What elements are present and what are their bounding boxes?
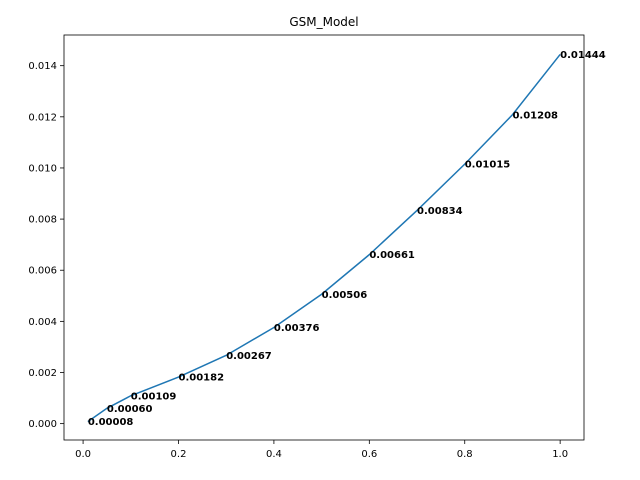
data-label: 0.00376 (274, 323, 320, 334)
x-tick-label: 1.0 (552, 449, 568, 460)
x-axis: 0.0 0.2 0.4 0.6 0.8 1.0 (75, 440, 568, 460)
data-label: 0.00008 (88, 417, 134, 428)
y-tick-label: 0.004 (28, 317, 57, 328)
y-tick-label: 0.012 (28, 112, 57, 123)
data-label: 0.00267 (226, 351, 272, 362)
x-tick-label: 0.4 (266, 449, 282, 460)
data-label: 0.00060 (107, 404, 153, 415)
y-tick-label: 0.002 (28, 368, 57, 379)
data-label: 0.00661 (369, 250, 415, 261)
x-tick-label: 0.0 (75, 449, 91, 460)
data-label: 0.00506 (322, 290, 368, 301)
data-label: 0.00109 (131, 391, 177, 402)
y-axis: 0.000 0.002 0.004 0.006 0.008 0.010 0.012 0.014 (28, 61, 64, 430)
plot-frame (63, 34, 585, 441)
x-tick-label: 0.6 (361, 449, 377, 460)
x-tick-label: 0.2 (171, 449, 187, 460)
y-tick-label: 0.006 (28, 266, 57, 277)
y-tick-label: 0.000 (28, 419, 57, 430)
y-tick-label: 0.008 (28, 215, 57, 226)
x-tick-label: 0.8 (457, 449, 473, 460)
data-label: 0.00834 (417, 206, 463, 217)
y-tick-label: 0.010 (28, 163, 57, 174)
data-label: 0.01444 (560, 50, 606, 61)
series-line (87, 53, 561, 423)
data-label: 0.01208 (512, 110, 558, 121)
chart-title: GSM_Model (289, 15, 358, 29)
data-label: 0.01015 (465, 160, 511, 171)
y-tick-label: 0.014 (28, 61, 57, 72)
data-label: 0.00182 (178, 373, 224, 384)
